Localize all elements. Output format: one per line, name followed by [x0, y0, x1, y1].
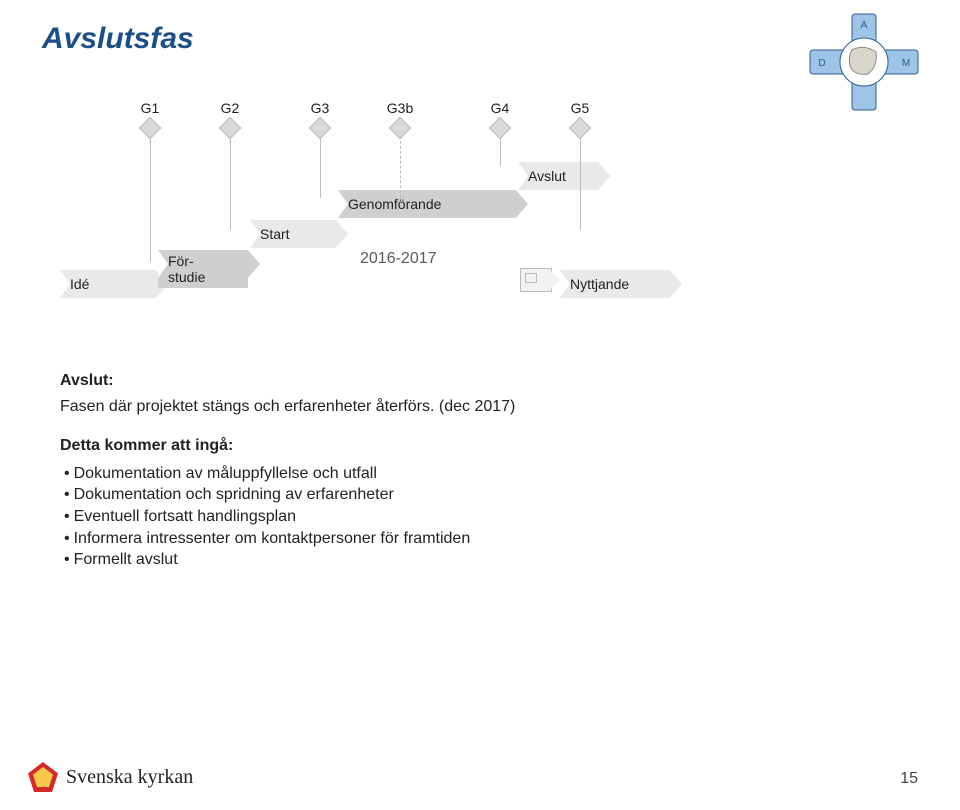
gate-g5: G5: [557, 100, 603, 230]
gate-diamond-icon: [219, 117, 242, 140]
gate-label: G2: [207, 100, 253, 116]
gate-g3b: G3b: [377, 100, 423, 198]
nyttjande-subprocess-icon: [520, 268, 552, 292]
gate-connector: [580, 136, 581, 230]
phase-id: Idé: [60, 270, 156, 298]
gate-connector: [500, 136, 501, 166]
church-shield-icon: [28, 762, 58, 792]
phase-genomfrande: Genomförande: [338, 190, 516, 218]
gate-connector: [230, 136, 231, 230]
svg-text:M: M: [902, 58, 910, 69]
gate-label: G1: [127, 100, 173, 116]
phase-label: För-studie: [168, 253, 205, 285]
bullet-item: Dokumentation och spridning av erfarenhe…: [64, 484, 820, 506]
gate-diamond-icon: [389, 117, 412, 140]
bullet-list: Dokumentation av måluppfyllelse och utfa…: [64, 463, 820, 571]
phase-label: Genomförande: [348, 196, 441, 212]
footer-logo: Svenska kyrkan: [28, 762, 193, 792]
content-heading: Avslut:: [60, 370, 820, 392]
bullet-item: Informera intressenter om kontaktpersone…: [64, 528, 820, 550]
gate-label: G3b: [377, 100, 423, 116]
gate-g3: G3: [297, 100, 343, 198]
phase-diagram: Idé För-studie Start Genomförande Avslut Nytt…: [60, 100, 700, 330]
page-number: 15: [900, 770, 918, 788]
org-logo: A D M: [808, 12, 920, 112]
gate-connector: [320, 136, 321, 198]
gate-diamond-icon: [489, 117, 512, 140]
gate-diamond-icon: [309, 117, 332, 140]
phase-label: Idé: [70, 276, 89, 292]
phase-label: Avslut: [528, 168, 566, 184]
svg-text:D: D: [818, 58, 825, 69]
phase-label: Nyttjande: [570, 276, 629, 292]
content-block: Avslut: Fasen där projektet stängs och e…: [60, 370, 820, 571]
gate-diamond-icon: [569, 117, 592, 140]
page-title: Avslutsfas: [42, 22, 194, 56]
svg-text:A: A: [861, 20, 868, 31]
gate-g4: G4: [477, 100, 523, 166]
gate-diamond-icon: [139, 117, 162, 140]
gate-label: G3: [297, 100, 343, 116]
bullet-item: Eventuell fortsatt handlingsplan: [64, 506, 820, 528]
content-line: Fasen där projektet stängs och erfarenhe…: [60, 396, 820, 418]
bullet-item: Formellt avslut: [64, 549, 820, 571]
year-range-label: 2016-2017: [360, 250, 437, 268]
gate-g2: G2: [207, 100, 253, 230]
gate-g1: G1: [127, 100, 173, 262]
bullet-item: Dokumentation av måluppfyllelse och utfa…: [64, 463, 820, 485]
phase-label: Start: [260, 226, 290, 242]
phase-start: Start: [250, 220, 336, 248]
content-subheading: Detta kommer att ingå:: [60, 435, 820, 457]
footer-org-name: Svenska kyrkan: [66, 766, 193, 789]
phase-nyttjande: Nyttjande: [560, 270, 670, 298]
phase-frstudie: För-studie: [158, 250, 248, 288]
gate-label: G4: [477, 100, 523, 116]
gate-label: G5: [557, 100, 603, 116]
gate-connector: [150, 136, 151, 262]
gate-connector: [400, 136, 401, 198]
